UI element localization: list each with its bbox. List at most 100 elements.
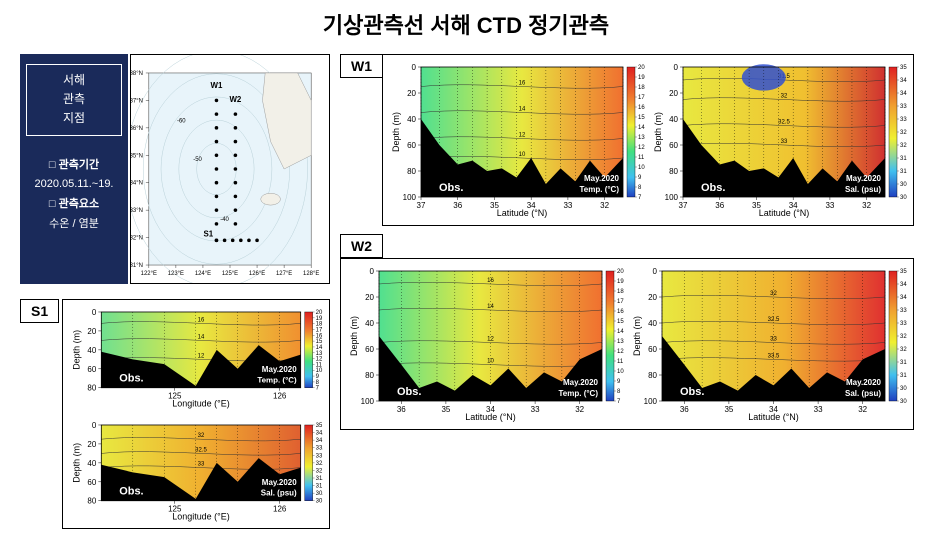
svg-text:31: 31 [900, 373, 907, 379]
station-map: -60-40-50122°E123°E124°E125°E126°E127°E1… [131, 55, 329, 283]
svg-text:17: 17 [316, 327, 323, 333]
svg-text:20: 20 [669, 89, 678, 98]
svg-text:126°E: 126°E [249, 271, 265, 277]
svg-text:Obs.: Obs. [397, 386, 421, 398]
svg-text:15: 15 [617, 319, 624, 325]
svg-text:17: 17 [617, 299, 624, 305]
svg-text:20: 20 [638, 65, 645, 71]
svg-text:34: 34 [316, 438, 323, 444]
svg-text:May.2020: May.2020 [584, 174, 620, 183]
w1-label: W1 [340, 54, 383, 78]
svg-text:Obs.: Obs. [439, 182, 463, 194]
svg-text:36: 36 [453, 201, 462, 210]
svg-text:0: 0 [92, 308, 97, 317]
svg-text:W2: W2 [229, 95, 241, 104]
svg-text:35: 35 [441, 405, 450, 414]
svg-text:40: 40 [87, 459, 96, 468]
svg-text:-60: -60 [177, 118, 186, 124]
svg-text:34: 34 [900, 295, 907, 301]
params-value: 수온 / 염분 [26, 215, 122, 235]
svg-text:8: 8 [617, 389, 621, 395]
svg-text:14: 14 [617, 329, 624, 335]
svg-text:32: 32 [862, 201, 871, 210]
w2-sal-section: 3232.53333.5020406080100Depth (m)3233343… [630, 265, 907, 423]
svg-text:Obs.: Obs. [119, 373, 143, 385]
svg-text:7: 7 [638, 195, 642, 201]
svg-text:11: 11 [638, 155, 645, 161]
svg-text:34: 34 [900, 91, 907, 97]
svg-text:33: 33 [814, 405, 823, 414]
svg-text:33.5: 33.5 [900, 104, 907, 110]
svg-text:Longitude (°E): Longitude (°E) [172, 511, 229, 521]
svg-text:35: 35 [316, 423, 323, 429]
svg-text:40: 40 [669, 115, 678, 124]
svg-text:30.5: 30.5 [316, 491, 323, 497]
svg-text:0: 0 [370, 267, 375, 276]
svg-text:10: 10 [638, 165, 645, 171]
period-header: □ 관측기간 [26, 156, 122, 176]
svg-text:38°N: 38°N [131, 71, 143, 77]
svg-text:35°N: 35°N [131, 153, 143, 159]
svg-text:12: 12 [316, 357, 323, 363]
svg-text:0: 0 [412, 63, 417, 72]
svg-text:32: 32 [858, 405, 867, 414]
svg-text:9: 9 [617, 379, 621, 385]
svg-text:32: 32 [781, 94, 788, 100]
svg-text:33°N: 33°N [131, 208, 143, 214]
s1-label: S1 [20, 299, 59, 323]
svg-text:Latitude (°N): Latitude (°N) [759, 208, 810, 218]
svg-text:9: 9 [316, 374, 320, 380]
svg-text:-40: -40 [220, 217, 229, 223]
svg-text:36: 36 [715, 201, 724, 210]
svg-text:17: 17 [638, 95, 645, 101]
svg-text:30: 30 [900, 399, 907, 405]
svg-text:Depth (m): Depth (m) [632, 316, 642, 356]
svg-text:37: 37 [417, 201, 426, 210]
svg-text:33: 33 [563, 201, 572, 210]
svg-text:35: 35 [900, 65, 907, 71]
svg-text:126: 126 [273, 504, 287, 513]
svg-text:33.5: 33.5 [900, 308, 907, 314]
svg-text:Temp. (°C): Temp. (°C) [257, 376, 297, 385]
svg-text:0: 0 [674, 63, 679, 72]
svg-text:100: 100 [361, 397, 375, 406]
svg-text:33: 33 [198, 461, 205, 467]
svg-text:31.5: 31.5 [900, 360, 907, 366]
svg-text:32.5: 32.5 [316, 461, 323, 467]
svg-text:80: 80 [407, 167, 416, 176]
svg-text:19: 19 [638, 75, 645, 81]
svg-text:80: 80 [87, 384, 96, 393]
svg-text:31: 31 [316, 483, 323, 489]
svg-text:33: 33 [900, 117, 907, 123]
w2-frame: 10121416020406080100Depth (m)3233343536L… [340, 258, 914, 430]
svg-text:Obs.: Obs. [119, 485, 143, 497]
svg-text:32.5: 32.5 [768, 317, 780, 323]
svg-text:40: 40 [87, 346, 96, 355]
svg-text:Depth (m): Depth (m) [349, 316, 359, 356]
svg-text:33.5: 33.5 [316, 445, 323, 451]
svg-text:11: 11 [617, 359, 624, 365]
svg-text:31: 31 [900, 169, 907, 175]
svg-text:0: 0 [92, 421, 97, 430]
svg-text:Sal. (psu): Sal. (psu) [845, 389, 881, 398]
region-line1: 서해 [31, 71, 117, 90]
svg-text:34.5: 34.5 [900, 78, 907, 84]
svg-text:34°N: 34°N [131, 181, 143, 187]
svg-text:33: 33 [825, 201, 834, 210]
svg-text:36°N: 36°N [131, 126, 143, 132]
svg-text:Temp. (°C): Temp. (°C) [580, 185, 620, 194]
svg-text:13: 13 [316, 351, 323, 357]
svg-text:32°N: 32°N [131, 236, 143, 242]
svg-text:12: 12 [638, 145, 645, 151]
svg-text:32.5: 32.5 [900, 130, 907, 136]
svg-text:16: 16 [487, 278, 494, 284]
svg-text:30: 30 [900, 195, 907, 201]
svg-text:Longitude (°E): Longitude (°E) [172, 399, 229, 409]
svg-text:80: 80 [648, 371, 657, 380]
svg-text:12: 12 [617, 349, 624, 355]
svg-text:-50: -50 [193, 157, 202, 163]
svg-text:20: 20 [87, 327, 96, 336]
svg-text:33: 33 [770, 337, 777, 343]
svg-text:May.2020: May.2020 [846, 378, 882, 387]
w1-temp-section: 10121416020406080100Depth (m)32333435363… [389, 61, 645, 219]
